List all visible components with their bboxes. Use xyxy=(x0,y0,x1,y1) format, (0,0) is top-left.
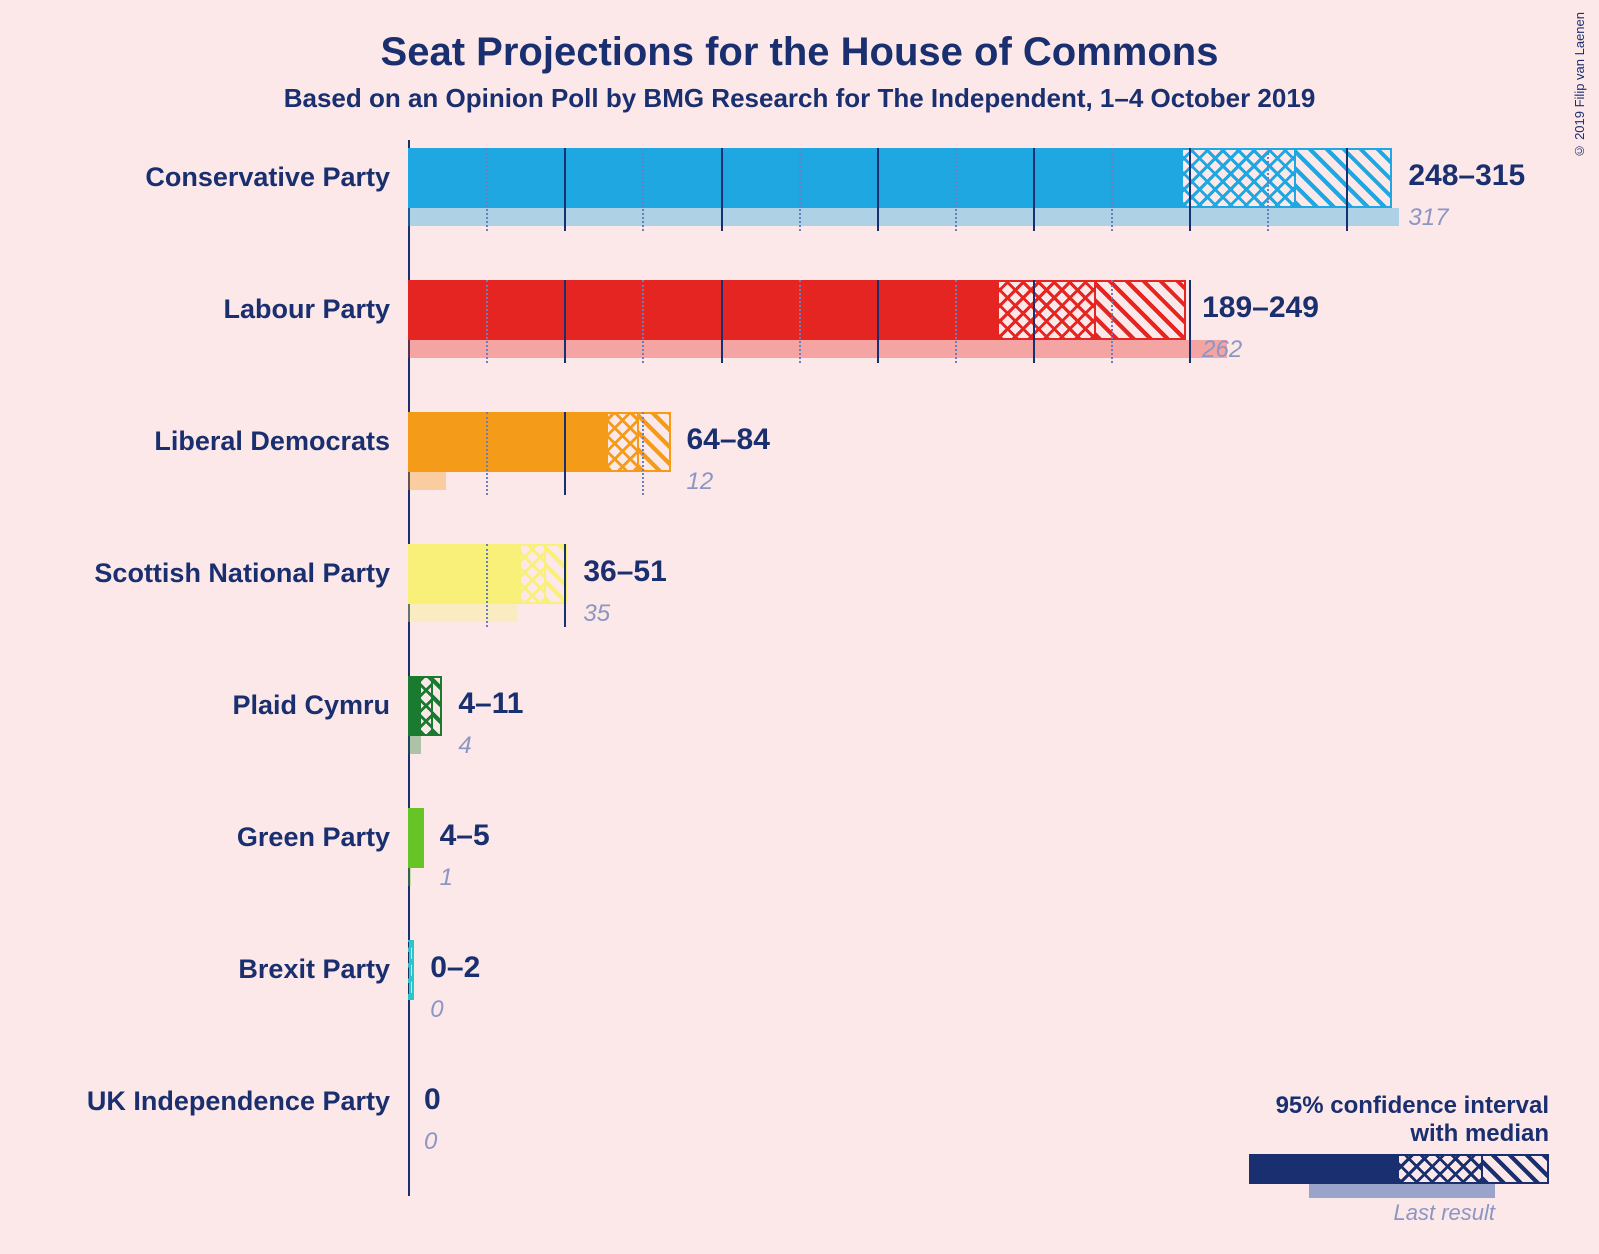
bar-cross-hatch xyxy=(999,280,1096,340)
last-result-bar xyxy=(408,340,1227,358)
party-row: Brexit Party0–20 xyxy=(408,932,1408,1064)
party-label: Liberal Democrats xyxy=(154,426,390,457)
range-label: 248–315 xyxy=(1408,159,1525,193)
party-row: Plaid Cymru4–114 xyxy=(408,668,1408,800)
range-label: 4–11 xyxy=(458,687,523,721)
last-result-label: 35 xyxy=(583,600,610,628)
last-result-label: 262 xyxy=(1202,336,1242,364)
grid-minor xyxy=(799,148,801,231)
legend-solid-bar xyxy=(1249,1154,1399,1184)
chart-title: Seat Projections for the House of Common… xyxy=(0,0,1599,75)
grid-minor xyxy=(642,280,644,363)
grid-major xyxy=(877,280,879,363)
grid-major xyxy=(1189,148,1191,231)
grid-minor xyxy=(799,280,801,363)
bar-solid xyxy=(408,808,421,868)
last-result-bar xyxy=(408,868,411,886)
grid-major xyxy=(564,280,566,363)
legend: 95% confidence interval with median Last… xyxy=(1249,1092,1549,1214)
grid-minor xyxy=(955,148,957,231)
grid-minor xyxy=(486,544,488,627)
range-label: 64–84 xyxy=(687,423,770,457)
legend-diag-bar xyxy=(1483,1154,1549,1184)
bar-diag-hatch xyxy=(1296,148,1393,208)
party-row: Conservative Party248–315317 xyxy=(408,140,1408,272)
legend-title-line1: 95% confidence interval xyxy=(1249,1092,1549,1120)
range-label: 189–249 xyxy=(1202,291,1319,325)
last-result-bar xyxy=(408,472,446,490)
grid-minor xyxy=(486,148,488,231)
grid-major xyxy=(564,412,566,495)
bar-diag-hatch xyxy=(1096,280,1187,340)
party-label: Plaid Cymru xyxy=(232,690,390,721)
chart-subtitle: Based on an Opinion Poll by BMG Research… xyxy=(0,83,1599,114)
grid-major xyxy=(564,148,566,231)
grid-major xyxy=(721,280,723,363)
grid-major xyxy=(1033,280,1035,363)
last-result-bar xyxy=(408,208,1399,226)
grid-major xyxy=(564,544,566,627)
party-label: Labour Party xyxy=(223,294,390,325)
bar-solid xyxy=(408,412,608,472)
party-label: Brexit Party xyxy=(238,954,390,985)
party-label: Scottish National Party xyxy=(94,558,390,589)
grid-major xyxy=(877,148,879,231)
grid-major xyxy=(721,148,723,231)
legend-cross-bar xyxy=(1399,1154,1483,1184)
last-result-label: 4 xyxy=(458,732,471,760)
grid-major xyxy=(1189,280,1191,363)
bar-diag-hatch xyxy=(433,676,442,736)
bar-solid xyxy=(408,280,999,340)
bar-cross-hatch xyxy=(1183,148,1296,208)
last-result-label: 0 xyxy=(424,1128,437,1156)
party-label: Conservative Party xyxy=(145,162,390,193)
party-label: Green Party xyxy=(237,822,390,853)
bar-cross-hatch xyxy=(421,676,434,736)
grid-minor xyxy=(1111,148,1113,231)
bar-cross-hatch xyxy=(608,412,639,472)
last-result-label: 12 xyxy=(687,468,714,496)
grid-major xyxy=(1033,148,1035,231)
party-row: Scottish National Party36–5135 xyxy=(408,536,1408,668)
party-row: Liberal Democrats64–8412 xyxy=(408,404,1408,536)
grid-minor xyxy=(486,280,488,363)
last-result-bar xyxy=(408,736,421,754)
bar-solid xyxy=(408,544,521,604)
bar-solid xyxy=(408,148,1183,208)
bar-solid xyxy=(408,676,421,736)
grid-minor xyxy=(642,148,644,231)
last-result-label: 1 xyxy=(440,864,453,892)
range-label: 36–51 xyxy=(583,555,666,589)
party-label: UK Independence Party xyxy=(87,1086,390,1117)
grid-minor xyxy=(642,412,644,495)
grid-minor xyxy=(1267,148,1269,231)
range-label: 0–2 xyxy=(430,951,480,985)
range-label: 0 xyxy=(424,1083,441,1117)
grid-minor xyxy=(1111,280,1113,363)
bar-diag-hatch xyxy=(422,808,424,868)
copyright-text: © 2019 Filip van Laenen xyxy=(1572,12,1587,159)
last-result-label: 0 xyxy=(430,996,443,1024)
range-label: 4–5 xyxy=(440,819,490,853)
legend-last-label: Last result xyxy=(1394,1200,1496,1226)
chart-area: Conservative Party248–315317Labour Party… xyxy=(408,140,1408,1196)
party-row: Green Party4–51 xyxy=(408,800,1408,932)
grid-minor xyxy=(955,280,957,363)
last-result-bar xyxy=(408,604,517,622)
last-result-label: 317 xyxy=(1408,204,1448,232)
grid-major xyxy=(1346,148,1348,231)
legend-last-bar xyxy=(1309,1184,1495,1198)
bar-diag-hatch xyxy=(411,940,414,1000)
grid-minor xyxy=(486,412,488,495)
bar-cross-hatch xyxy=(521,544,546,604)
party-row: Labour Party189–249262 xyxy=(408,272,1408,404)
legend-title-line2: with median xyxy=(1249,1120,1549,1148)
